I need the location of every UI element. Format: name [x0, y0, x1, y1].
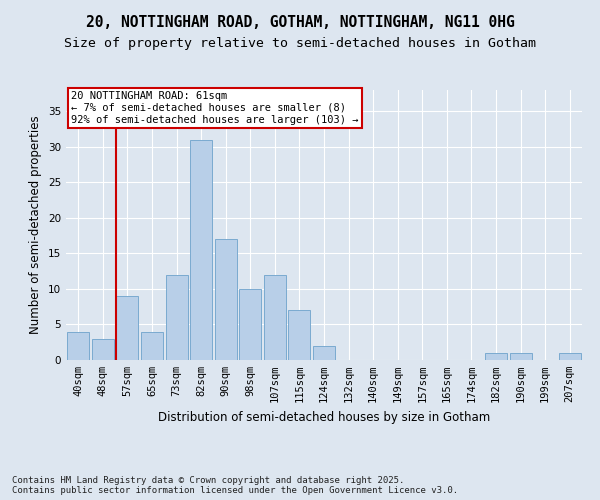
Bar: [166, 274, 188, 360]
Y-axis label: Number of semi-detached properties: Number of semi-detached properties: [29, 116, 43, 334]
Text: 20, NOTTINGHAM ROAD, GOTHAM, NOTTINGHAM, NG11 0HG: 20, NOTTINGHAM ROAD, GOTHAM, NOTTINGHAM,…: [86, 15, 514, 30]
Bar: [509, 353, 532, 360]
Bar: [190, 140, 212, 360]
Bar: [116, 296, 139, 360]
Bar: [67, 332, 89, 360]
Bar: [559, 353, 581, 360]
Bar: [239, 289, 262, 360]
Bar: [92, 338, 114, 360]
X-axis label: Distribution of semi-detached houses by size in Gotham: Distribution of semi-detached houses by …: [158, 410, 490, 424]
Text: Contains HM Land Registry data © Crown copyright and database right 2025.
Contai: Contains HM Land Registry data © Crown c…: [12, 476, 458, 495]
Text: 20 NOTTINGHAM ROAD: 61sqm
← 7% of semi-detached houses are smaller (8)
92% of se: 20 NOTTINGHAM ROAD: 61sqm ← 7% of semi-d…: [71, 92, 359, 124]
Bar: [141, 332, 163, 360]
Bar: [485, 353, 507, 360]
Bar: [313, 346, 335, 360]
Bar: [264, 274, 286, 360]
Bar: [215, 239, 237, 360]
Bar: [289, 310, 310, 360]
Text: Size of property relative to semi-detached houses in Gotham: Size of property relative to semi-detach…: [64, 38, 536, 51]
